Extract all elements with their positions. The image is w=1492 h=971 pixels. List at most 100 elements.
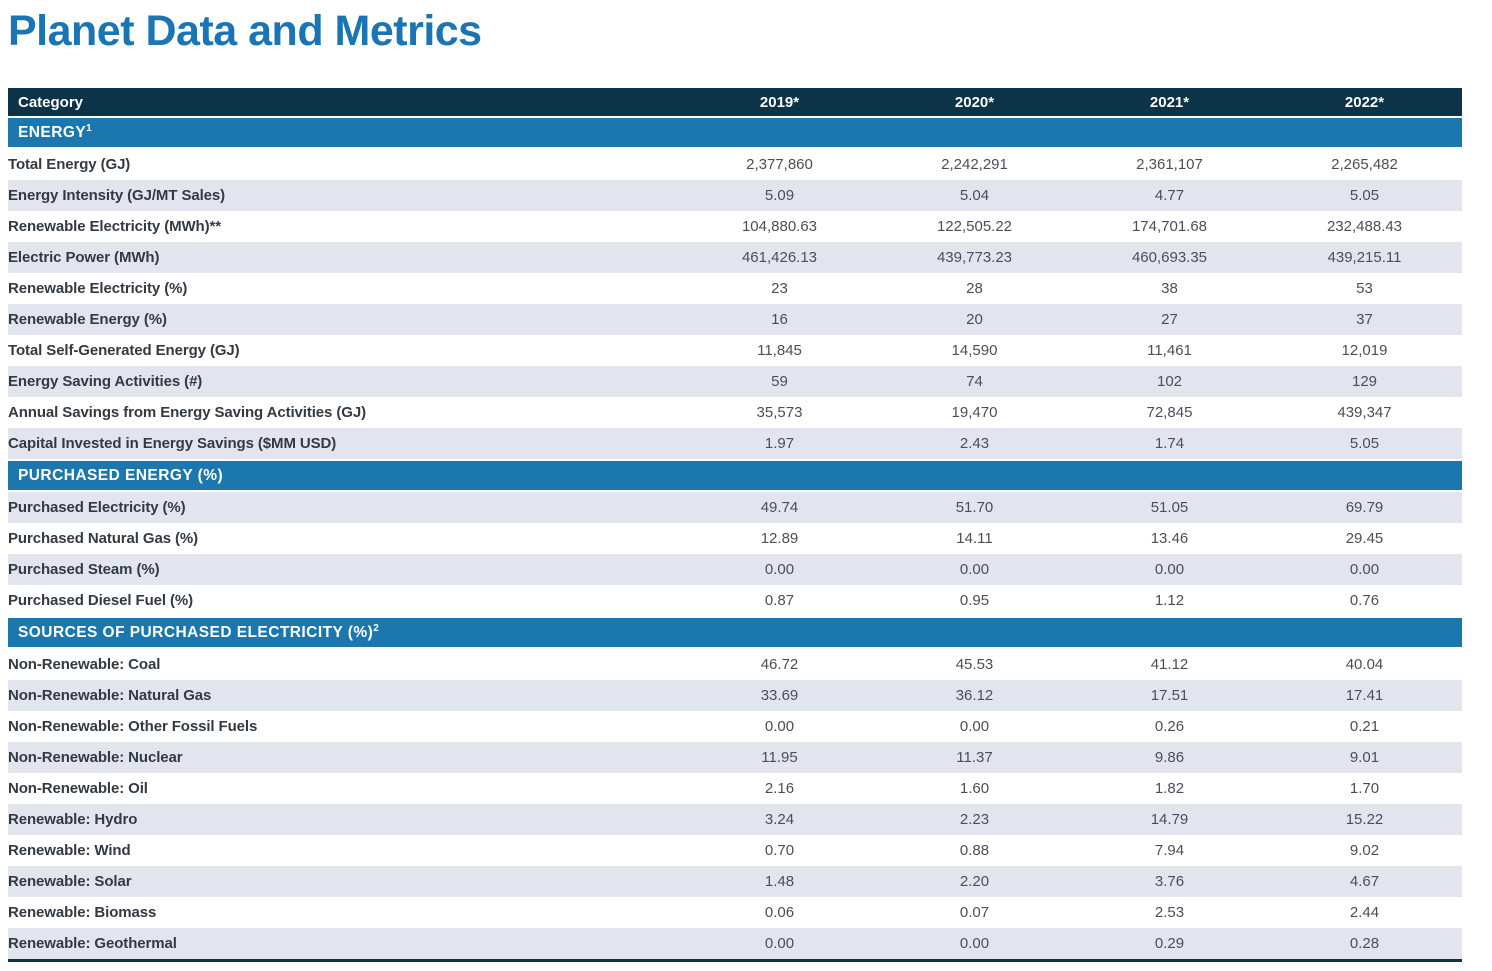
row-label: Renewable Electricity (%) xyxy=(8,273,682,305)
cell-value: 2.16 xyxy=(682,773,877,805)
cell-value: 0.88 xyxy=(877,835,1072,867)
table-row: Renewable: Biomass 0.06 0.07 2.53 2.44 xyxy=(8,897,1462,929)
table-row: Energy Saving Activities (#) 59 74 102 129 xyxy=(8,366,1462,398)
cell-value: 11.37 xyxy=(877,742,1072,774)
cell-value: 5.05 xyxy=(1267,180,1462,212)
cell-value: 17.41 xyxy=(1267,680,1462,712)
cell-value: 72,845 xyxy=(1072,397,1267,429)
section-title: PURCHASED ENERGY (%) xyxy=(8,459,1462,493)
cell-value: 102 xyxy=(1072,366,1267,398)
cell-value: 2,265,482 xyxy=(1267,148,1462,181)
cell-value: 9.02 xyxy=(1267,835,1462,867)
section-footnote-marker: 1 xyxy=(86,123,92,135)
table-row: Non-Renewable: Other Fossil Fuels 0.00 0.0… xyxy=(8,711,1462,743)
cell-value: 7.94 xyxy=(1072,835,1267,867)
cell-value: 9.01 xyxy=(1267,742,1462,774)
table-row: Renewable: Hydro 3.24 2.23 14.79 15.22 xyxy=(8,804,1462,836)
cell-value: 0.26 xyxy=(1072,711,1267,743)
cell-value: 122,505.22 xyxy=(877,211,1072,243)
row-label: Renewable: Geothermal xyxy=(8,928,682,961)
cell-value: 2.44 xyxy=(1267,897,1462,929)
table-row: Electric Power (MWh) 461,426.13 439,773.23… xyxy=(8,242,1462,274)
cell-value: 0.87 xyxy=(682,585,877,618)
cell-value: 27 xyxy=(1072,304,1267,336)
cell-value: 36.12 xyxy=(877,680,1072,712)
cell-value: 0.29 xyxy=(1072,928,1267,961)
cell-value: 11,845 xyxy=(682,335,877,367)
cell-value: 59 xyxy=(682,366,877,398)
cell-value: 2,361,107 xyxy=(1072,148,1267,181)
cell-value: 2,377,860 xyxy=(682,148,877,181)
column-header-2019: 2019* xyxy=(682,88,877,119)
table-row: Capital Invested in Energy Savings ($MM … xyxy=(8,428,1462,461)
cell-value: 0.95 xyxy=(877,585,1072,618)
table-row: Purchased Diesel Fuel (%) 0.87 0.95 1.12 0.7… xyxy=(8,585,1462,618)
table-row: Renewable: Geothermal 0.00 0.00 0.29 0.28 xyxy=(8,928,1462,961)
cell-value: 1.60 xyxy=(877,773,1072,805)
cell-value: 5.04 xyxy=(877,180,1072,212)
table-row: Total Energy (GJ) 2,377,860 2,242,291 2,361… xyxy=(8,148,1462,181)
section-header-row: ENERGY1 xyxy=(8,116,1462,150)
cell-value: 0.00 xyxy=(877,554,1072,586)
section-title: ENERGY1 xyxy=(8,116,1462,150)
section-header-row: PURCHASED ENERGY (%) xyxy=(8,459,1462,493)
row-label: Purchased Steam (%) xyxy=(8,554,682,586)
row-label: Renewable: Hydro xyxy=(8,804,682,836)
table-row: Non-Renewable: Oil 2.16 1.60 1.82 1.70 xyxy=(8,773,1462,805)
cell-value: 460,693.35 xyxy=(1072,242,1267,274)
cell-value: 2.23 xyxy=(877,804,1072,836)
row-label: Renewable: Wind xyxy=(8,835,682,867)
row-label: Energy Intensity (GJ/MT Sales) xyxy=(8,180,682,212)
row-label: Renewable Electricity (MWh)** xyxy=(8,211,682,243)
row-label: Electric Power (MWh) xyxy=(8,242,682,274)
cell-value: 174,701.68 xyxy=(1072,211,1267,243)
cell-value: 0.00 xyxy=(682,711,877,743)
cell-value: 0.00 xyxy=(1072,554,1267,586)
cell-value: 11,461 xyxy=(1072,335,1267,367)
cell-value: 0.07 xyxy=(877,897,1072,929)
cell-value: 0.21 xyxy=(1267,711,1462,743)
cell-value: 1.12 xyxy=(1072,585,1267,618)
cell-value: 0.00 xyxy=(877,711,1072,743)
cell-value: 23 xyxy=(682,273,877,305)
cell-value: 232,488.43 xyxy=(1267,211,1462,243)
cell-value: 38 xyxy=(1072,273,1267,305)
cell-value: 46.72 xyxy=(682,648,877,681)
cell-value: 2.43 xyxy=(877,428,1072,461)
table-row: Renewable Energy (%) 16 20 27 37 xyxy=(8,304,1462,336)
row-label: Capital Invested in Energy Savings ($MM … xyxy=(8,428,682,461)
page-title: Planet Data and Metrics xyxy=(8,7,482,55)
cell-value: 0.00 xyxy=(682,928,877,961)
cell-value: 12.89 xyxy=(682,523,877,555)
cell-value: 2.20 xyxy=(877,866,1072,898)
row-label: Non-Renewable: Coal xyxy=(8,648,682,681)
cell-value: 0.76 xyxy=(1267,585,1462,618)
table-row: Renewable Electricity (%) 23 28 38 53 xyxy=(8,273,1462,305)
cell-value: 29.45 xyxy=(1267,523,1462,555)
row-label: Annual Savings from Energy Saving Activi… xyxy=(8,397,682,429)
table-row: Renewable Electricity (MWh)** 104,880.63 1… xyxy=(8,211,1462,243)
table-row: Purchased Electricity (%) 49.74 51.70 51.05… xyxy=(8,491,1462,524)
cell-value: 15.22 xyxy=(1267,804,1462,836)
cell-value: 104,880.63 xyxy=(682,211,877,243)
cell-value: 1.97 xyxy=(682,428,877,461)
cell-value: 69.79 xyxy=(1267,491,1462,524)
cell-value: 14.79 xyxy=(1072,804,1267,836)
table-row: Non-Renewable: Natural Gas 33.69 36.12 17.5… xyxy=(8,680,1462,712)
cell-value: 439,347 xyxy=(1267,397,1462,429)
cell-value: 19,470 xyxy=(877,397,1072,429)
section-footnote-marker: 2 xyxy=(373,623,379,635)
cell-value: 0.28 xyxy=(1267,928,1462,961)
cell-value: 12,019 xyxy=(1267,335,1462,367)
cell-value: 0.00 xyxy=(877,928,1072,961)
cell-value: 51.05 xyxy=(1072,491,1267,524)
row-label: Non-Renewable: Natural Gas xyxy=(8,680,682,712)
table-row: Non-Renewable: Coal 46.72 45.53 41.12 40.04 xyxy=(8,648,1462,681)
cell-value: 13.46 xyxy=(1072,523,1267,555)
cell-value: 53 xyxy=(1267,273,1462,305)
row-label: Renewable: Biomass xyxy=(8,897,682,929)
cell-value: 14.11 xyxy=(877,523,1072,555)
cell-value: 74 xyxy=(877,366,1072,398)
cell-value: 1.74 xyxy=(1072,428,1267,461)
column-header-2021: 2021* xyxy=(1072,88,1267,119)
